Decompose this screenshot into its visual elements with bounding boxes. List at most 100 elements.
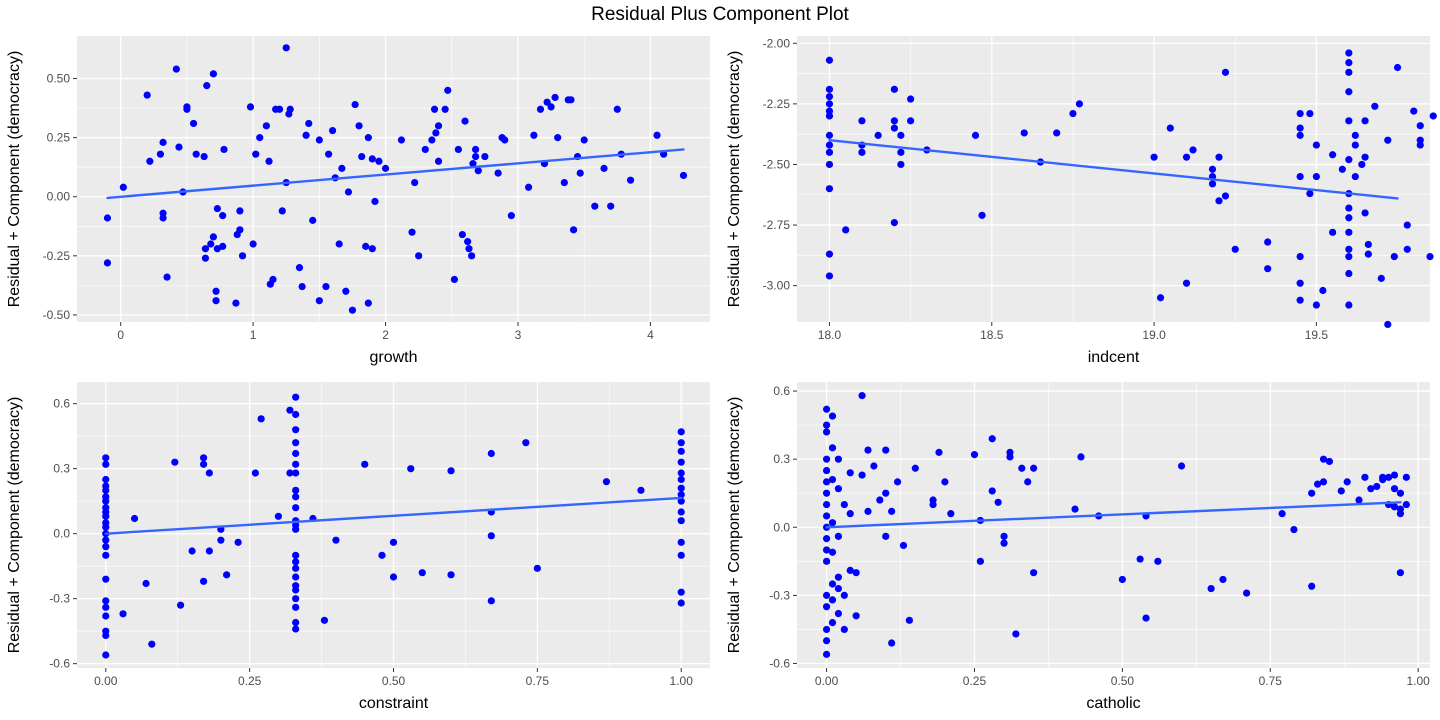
data-point xyxy=(1221,192,1230,200)
data-point xyxy=(223,571,231,579)
data-point xyxy=(421,145,429,154)
data-point xyxy=(970,451,979,459)
data-point xyxy=(846,510,854,518)
data-point xyxy=(461,117,469,125)
data-point xyxy=(175,143,183,151)
data-point xyxy=(825,85,834,93)
data-point xyxy=(822,466,831,475)
data-point xyxy=(1351,141,1359,149)
data-point xyxy=(858,392,866,400)
data-point xyxy=(487,449,495,458)
x-tick-label: 0.75 xyxy=(526,674,550,688)
data-point xyxy=(292,504,300,512)
data-point xyxy=(1182,153,1191,161)
data-point xyxy=(834,532,843,540)
y-tick-label: 0.0 xyxy=(53,527,70,541)
data-point xyxy=(825,250,834,258)
data-point xyxy=(846,566,854,574)
data-point xyxy=(825,148,834,156)
data-point xyxy=(292,439,300,447)
data-point xyxy=(1071,505,1079,513)
x-tick-label: 1.00 xyxy=(670,674,694,688)
data-point xyxy=(834,609,843,618)
data-point xyxy=(907,117,915,125)
data-point xyxy=(219,212,227,220)
data-point xyxy=(858,471,866,479)
data-point xyxy=(822,650,831,658)
data-point xyxy=(1426,252,1434,261)
data-point xyxy=(825,92,834,101)
data-point xyxy=(822,637,831,645)
x-tick-label: 18.5 xyxy=(980,328,1004,342)
x-tick-label: 19.5 xyxy=(1305,328,1329,342)
data-point xyxy=(325,150,333,158)
y-axis-title: Residual + Component (democracy) xyxy=(6,397,23,654)
data-point xyxy=(1296,279,1304,287)
data-point xyxy=(274,512,283,520)
data-point xyxy=(1345,269,1353,278)
data-point xyxy=(351,100,359,109)
data-point xyxy=(430,105,439,113)
data-point xyxy=(1312,141,1320,149)
panel-constraint: 0.00 0.25 0.50 0.75 1.00 -0.6 -0.3 0.0 0.3 0.6 con… xyxy=(6,382,710,712)
data-point xyxy=(472,152,480,161)
data-point xyxy=(292,595,300,603)
data-point xyxy=(256,134,264,142)
data-point xyxy=(246,103,255,111)
data-point xyxy=(822,535,831,543)
data-point xyxy=(828,596,837,604)
data-point xyxy=(1296,131,1304,139)
data-point xyxy=(119,610,127,618)
data-point xyxy=(1373,482,1381,491)
data-point xyxy=(192,150,200,158)
data-point xyxy=(309,216,317,224)
data-point xyxy=(102,536,110,544)
data-point xyxy=(234,538,242,546)
data-point xyxy=(890,85,898,93)
data-point xyxy=(1429,112,1437,120)
x-tick-label: 0 xyxy=(117,328,124,342)
data-point xyxy=(454,145,462,154)
x-tick-label: 4 xyxy=(647,328,654,342)
data-point xyxy=(1343,478,1351,486)
data-point xyxy=(1024,478,1032,486)
data-point xyxy=(203,82,211,90)
data-point xyxy=(1207,584,1215,593)
data-point xyxy=(822,489,831,497)
data-point xyxy=(1118,575,1126,584)
data-point xyxy=(876,496,884,504)
data-point xyxy=(1069,109,1077,118)
data-point xyxy=(298,282,306,291)
data-point xyxy=(335,240,343,248)
data-point xyxy=(1351,131,1359,139)
data-point xyxy=(1012,630,1020,638)
data-point xyxy=(1345,49,1353,57)
data-point xyxy=(1390,252,1398,261)
data-point xyxy=(292,493,300,501)
data-point xyxy=(205,547,213,555)
data-point xyxy=(822,405,831,413)
panel-indcent: 18.0 18.5 19.0 19.5 -3.00 -2.75 -2.50 -2.25 -2.0… xyxy=(726,36,1437,366)
data-point xyxy=(840,500,848,509)
data-point xyxy=(677,475,685,484)
data-point xyxy=(338,164,346,172)
data-point xyxy=(822,625,831,634)
data-point xyxy=(322,282,330,291)
x-tick-label: 0.50 xyxy=(382,674,406,688)
data-point xyxy=(677,439,685,447)
data-point xyxy=(822,603,831,611)
data-point xyxy=(103,259,112,267)
panel-growth: 0 1 2 3 4 -0.50 -0.25 0.00 0.25 0.50 growth Residua… xyxy=(6,36,710,366)
data-point xyxy=(1384,320,1392,329)
data-point xyxy=(1345,228,1353,236)
data-point xyxy=(858,148,866,156)
y-tick-label: -2.50 xyxy=(763,157,791,171)
data-point xyxy=(102,543,110,551)
data-point xyxy=(899,541,908,550)
data-point xyxy=(1030,569,1038,577)
data-point xyxy=(292,410,300,419)
y-tick-label: 0.6 xyxy=(53,397,70,411)
fit-line xyxy=(828,139,1399,200)
data-point xyxy=(292,551,300,559)
data-point xyxy=(119,183,127,191)
